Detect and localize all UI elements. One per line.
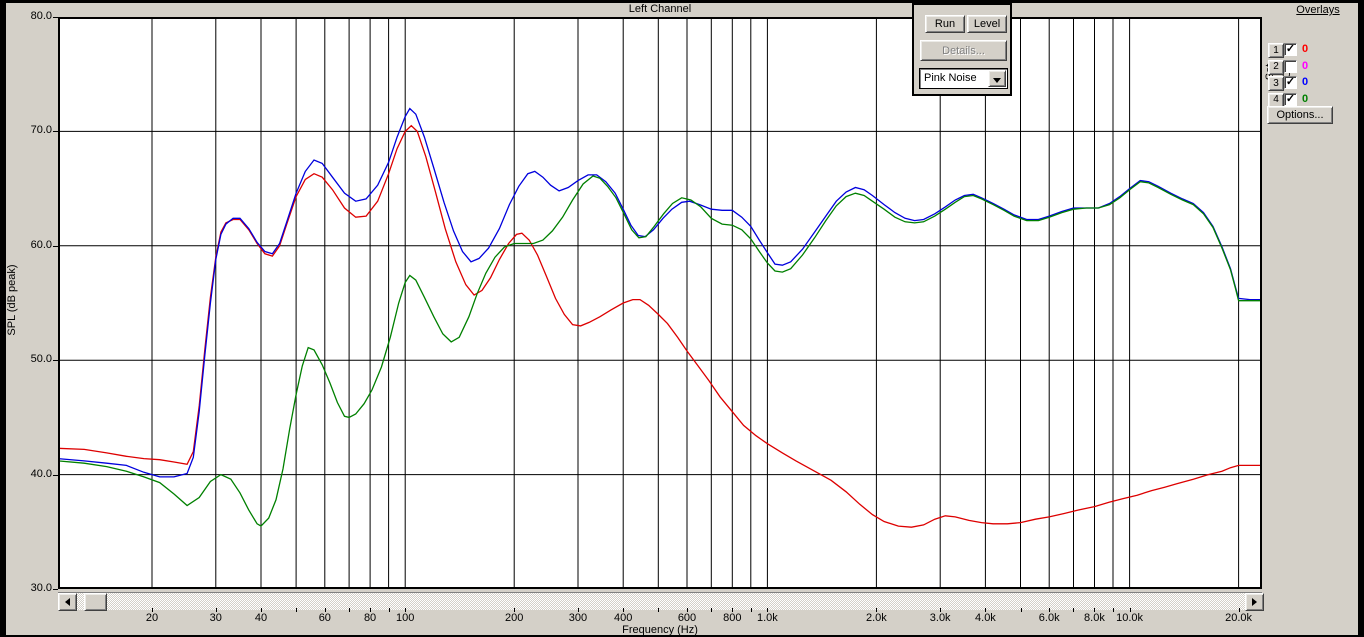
overlay-on-checkbox-1[interactable]: ✓ — [1284, 43, 1297, 56]
x-tick-label: 400 — [614, 612, 633, 624]
overlay-on-checkbox-2[interactable] — [1284, 59, 1297, 73]
plot-title: Left Channel — [628, 3, 692, 15]
x-tick-mark — [1112, 608, 1114, 612]
x-tick-mark — [711, 608, 713, 612]
y-tick-mark — [53, 360, 58, 362]
x-tick-mark — [388, 608, 390, 612]
control-panel: Run Level Details... Pink Noise — [912, 3, 1012, 96]
x-tick-label: 4.0k — [975, 612, 996, 624]
noise-type-select[interactable]: Pink Noise — [919, 68, 1008, 89]
x-tick-label: 10.0k — [1116, 612, 1144, 624]
y-tick-mark — [53, 131, 58, 133]
down-arrow-icon — [993, 77, 1001, 83]
combo-dropdown-button[interactable] — [988, 70, 1006, 87]
overlay-value-3: 0 — [1302, 76, 1309, 88]
x-tick-label: 2.0k — [865, 612, 887, 624]
overlays-heading[interactable]: Overlays — [1296, 4, 1340, 16]
level-button[interactable]: Level — [967, 15, 1007, 33]
x-tick-mark — [985, 608, 987, 612]
x-tick-mark — [623, 608, 625, 612]
scrollbar-left-button[interactable] — [58, 593, 77, 611]
x-tick-label: 200 — [505, 612, 524, 624]
x-tick-label: 80 — [363, 612, 377, 624]
scrollbar-thumb[interactable] — [84, 593, 107, 611]
x-tick-mark — [514, 608, 516, 612]
x-tick-mark — [296, 608, 298, 612]
x-tick-mark — [1094, 608, 1096, 612]
x-tick-label: 20 — [145, 612, 159, 624]
x-tick-mark — [215, 608, 217, 612]
x-tick-mark — [349, 608, 351, 612]
x-tick-label: 100 — [395, 612, 415, 624]
overlay-on-checkbox-3[interactable]: ✓ — [1284, 76, 1297, 89]
window-client-area: Left Channel SPL (dB peak) 80.0 70.0 60.0 5… — [6, 3, 1358, 636]
x-tick-mark — [750, 608, 752, 612]
x-tick-mark — [152, 608, 153, 612]
overlay-set-button-3[interactable]: 3 — [1268, 76, 1284, 91]
x-tick-mark — [405, 608, 407, 612]
right-arrow-icon — [1252, 598, 1257, 606]
x-tick-mark — [767, 608, 769, 612]
y-tick-label: 40.0 — [30, 467, 52, 480]
noise-type-value: Pink Noise — [924, 72, 977, 84]
x-tick-mark — [658, 608, 660, 612]
x-tick-label: 1.0k — [756, 612, 778, 624]
overlay-set-button-2[interactable]: 2 — [1268, 59, 1284, 75]
run-button[interactable]: Run — [925, 15, 965, 33]
y-tick-label: 70.0 — [30, 124, 52, 137]
x-tick-mark — [1049, 608, 1051, 612]
y-axis-label: SPL (dB peak) — [6, 264, 18, 336]
x-tick-label: 6.0k — [1038, 612, 1060, 624]
x-tick-label: 600 — [677, 612, 697, 624]
x-tick-mark — [1238, 608, 1240, 612]
x-tick-mark — [261, 608, 263, 612]
x-tick-label: 40 — [254, 612, 268, 624]
overlay-value-4: 0 — [1302, 92, 1309, 105]
x-axis-label: Frequency (Hz) — [622, 624, 698, 636]
y-tick-mark — [53, 474, 58, 476]
y-tick-mark — [53, 245, 58, 247]
x-tick-mark — [577, 608, 579, 612]
x-tick-label: 30 — [209, 612, 222, 624]
overlay-value-2: 0 — [1302, 59, 1309, 72]
horizontal-scrollbar[interactable] — [58, 592, 1264, 611]
x-tick-mark — [687, 608, 688, 612]
x-tick-mark — [370, 608, 372, 612]
y-tick-mark — [53, 589, 58, 590]
scrollbar-right-button[interactable] — [1245, 593, 1264, 611]
overlay-set-button-1[interactable]: 1 — [1268, 43, 1284, 58]
x-tick-mark — [876, 608, 878, 612]
y-tick-label: 80.0 — [30, 10, 52, 22]
x-tick-mark — [732, 608, 734, 612]
x-tick-mark — [940, 608, 942, 612]
x-tick-label: 800 — [723, 612, 742, 624]
overlay-value-1: 0 — [1302, 43, 1309, 55]
x-tick-mark — [1073, 608, 1075, 612]
spl-frequency-plot — [58, 17, 1262, 589]
x-tick-label: 8.0k — [1084, 612, 1105, 624]
x-tick-mark — [1020, 608, 1022, 612]
x-tick-label: 3.0k — [929, 612, 951, 624]
left-arrow-icon — [65, 598, 70, 606]
y-tick-label: 60.0 — [30, 238, 52, 251]
x-tick-label: 300 — [568, 612, 588, 624]
y-tick-label: 30.0 — [30, 582, 52, 594]
details-button[interactable]: Details... — [920, 40, 1007, 61]
y-tick-mark — [53, 17, 58, 18]
x-tick-mark — [1129, 608, 1131, 612]
options-button[interactable]: Options... — [1267, 106, 1333, 124]
x-tick-label: 20.0k — [1225, 612, 1253, 624]
x-tick-mark — [324, 608, 326, 612]
x-tick-label: 60 — [318, 612, 331, 624]
overlay-on-checkbox-4[interactable]: ✓ — [1284, 92, 1297, 106]
y-tick-label: 50.0 — [30, 353, 52, 366]
